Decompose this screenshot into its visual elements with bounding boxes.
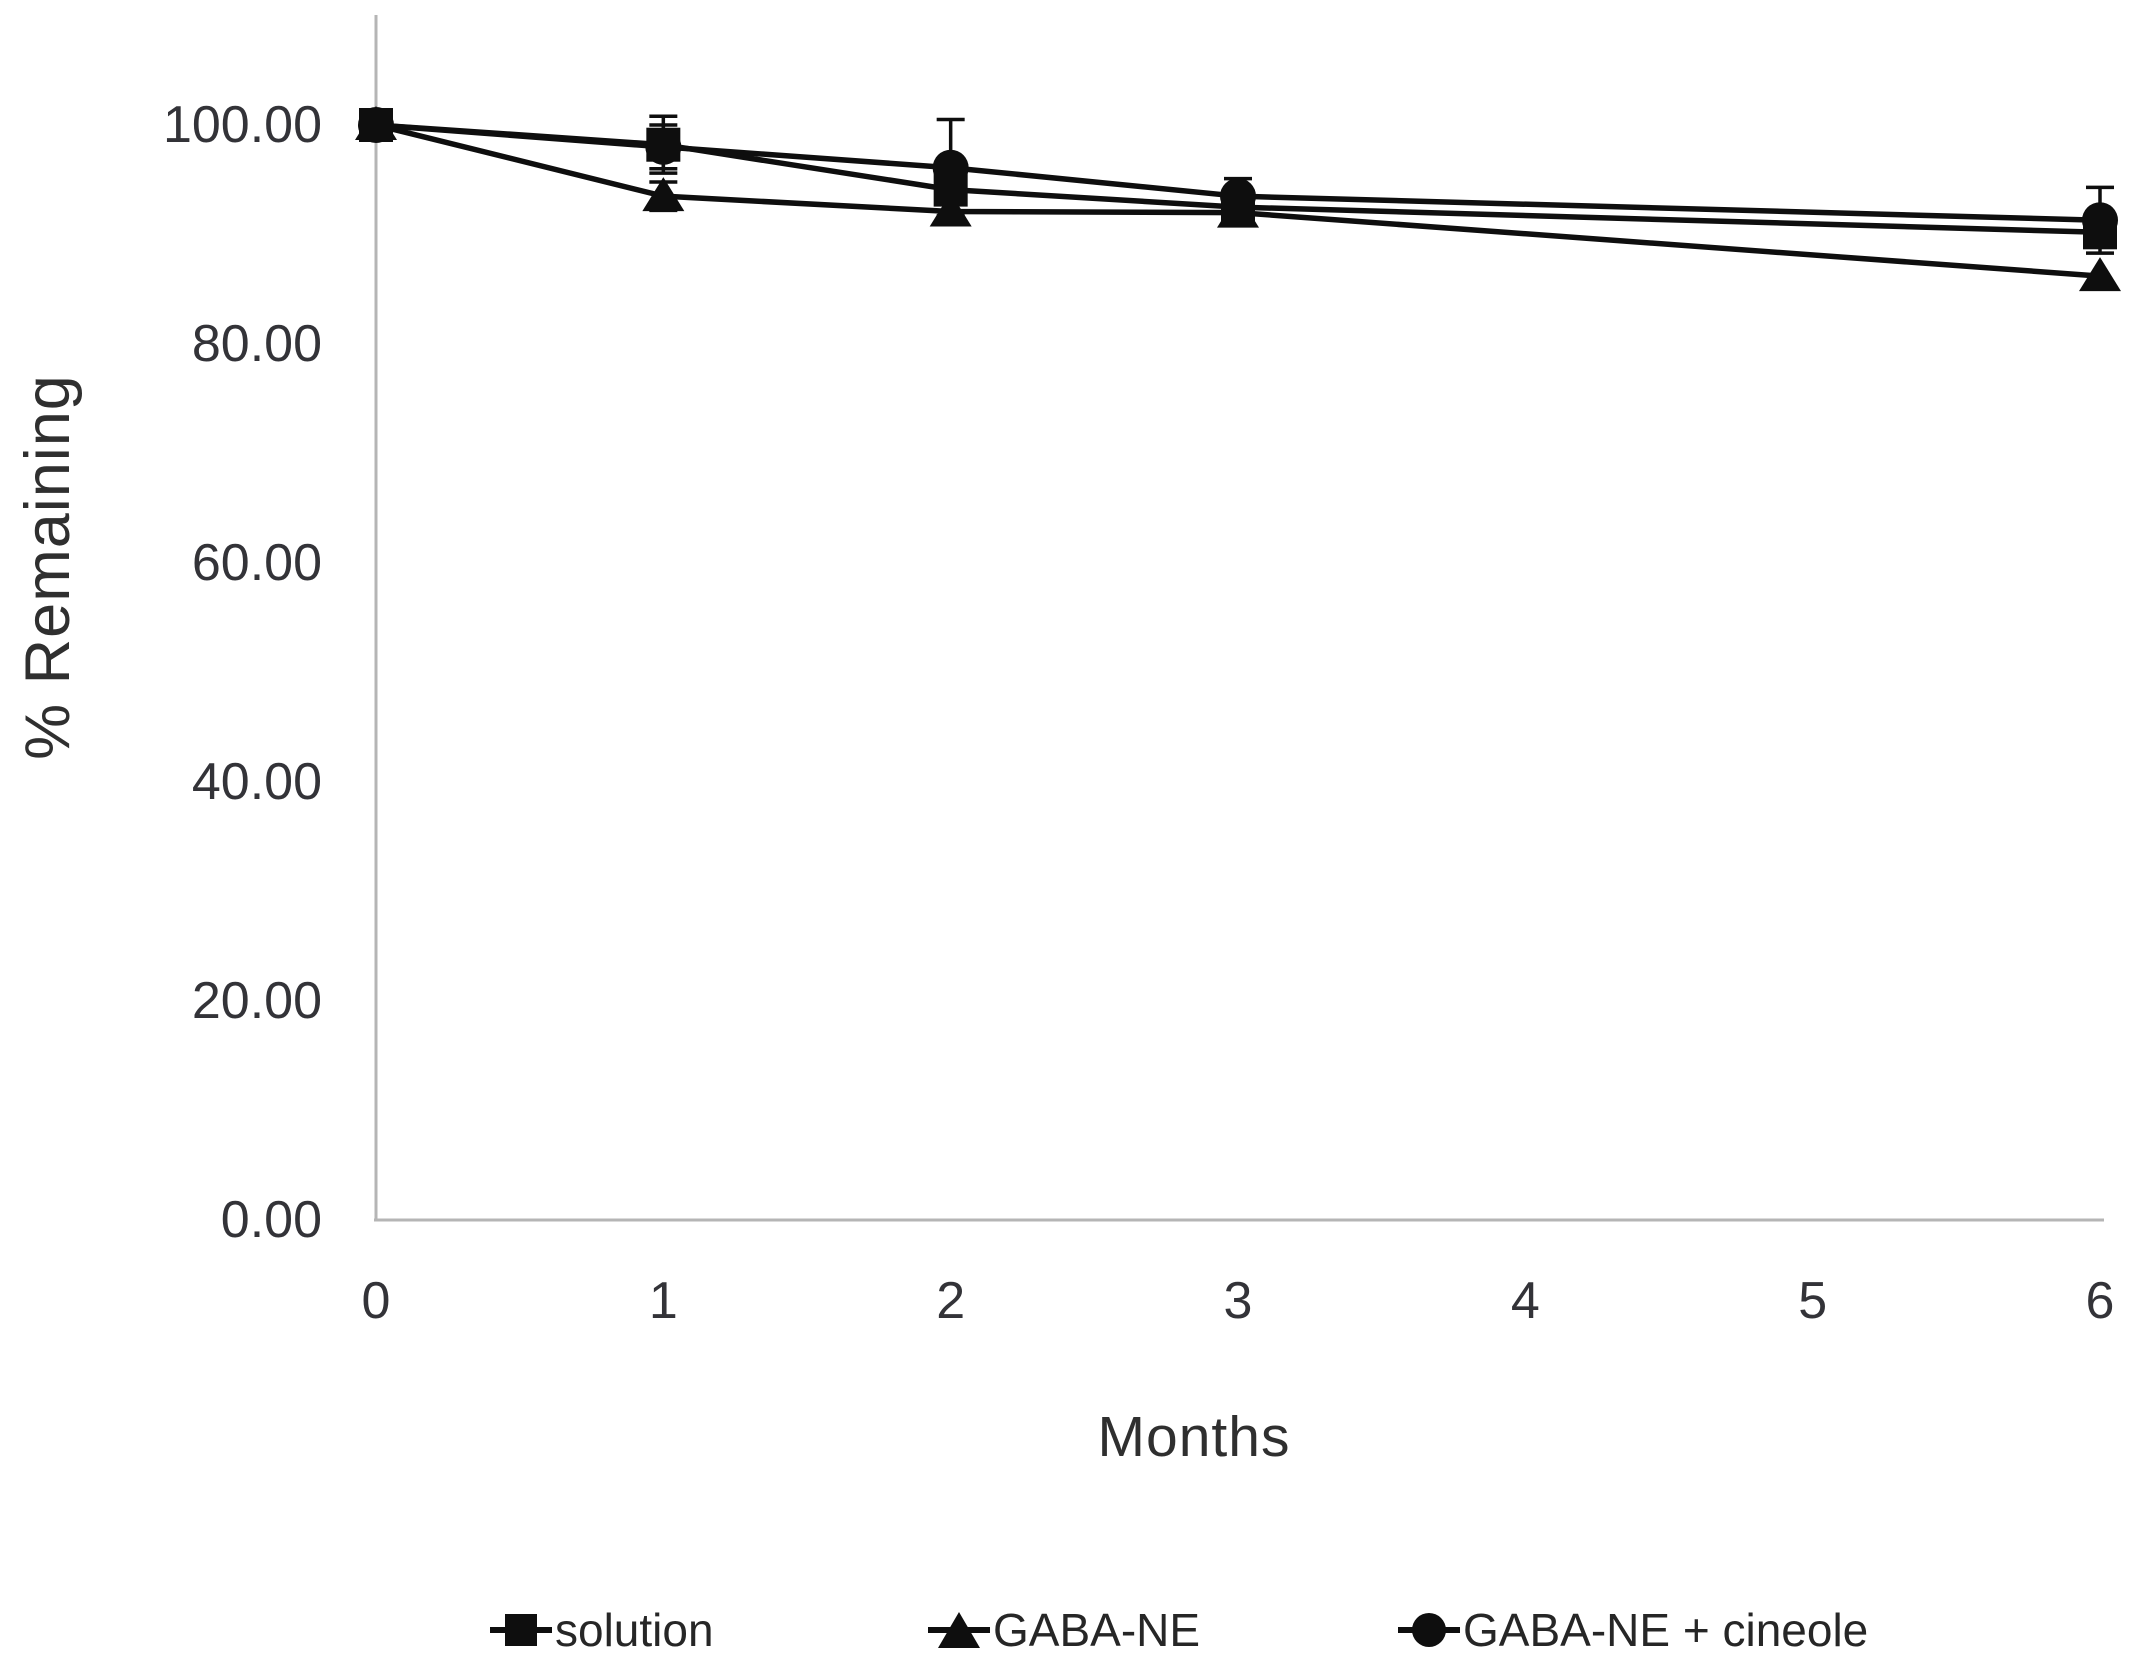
- square-data-marker: [2083, 215, 2117, 250]
- square-data-marker: [359, 108, 393, 142]
- x-tick-label: 1: [649, 1272, 678, 1330]
- x-tick-label: 3: [1224, 1272, 1253, 1330]
- square-data-marker: [933, 172, 968, 207]
- x-tick-label: 2: [936, 1272, 965, 1330]
- triangle-data-marker: [642, 177, 685, 212]
- legend-label-gaba-ne: GABA-NE: [993, 1604, 1201, 1656]
- x-tick-label: 4: [1511, 1272, 1540, 1330]
- triangle-data-marker: [929, 192, 972, 227]
- legend-item-gaba-ne-cineole: GABA-NE + cineole: [1398, 1598, 1868, 1662]
- series-solution: [359, 108, 2117, 250]
- y-tick-label: 100.00: [163, 96, 322, 154]
- legend-label-gaba-ne-cineole: GABA-NE + cineole: [1463, 1604, 1869, 1656]
- y-tick-label: 0.00: [221, 1191, 322, 1249]
- legend-item-solution: solution: [490, 1598, 714, 1662]
- triangle-marker-icon: [928, 1612, 990, 1648]
- x-tick-label: 6: [2086, 1272, 2115, 1330]
- y-axis-title: % Remaining: [13, 374, 83, 760]
- square-data-marker: [1221, 190, 1255, 225]
- legend-item-gaba-ne: GABA-NE: [928, 1598, 1200, 1662]
- x-tick-label: 5: [1798, 1272, 1827, 1330]
- y-tick-label: 60.00: [192, 534, 322, 592]
- y-tick-label: 80.00: [192, 315, 322, 373]
- x-axis-title: Months: [1097, 1405, 1291, 1469]
- series-gaba-ne-cineole: [358, 107, 2118, 255]
- square-data-marker: [646, 127, 681, 162]
- y-tick-label: 40.00: [192, 753, 322, 811]
- y-tick-label: 20.00: [192, 972, 322, 1030]
- legend-label-solution: solution: [555, 1604, 714, 1656]
- square-marker-icon: [490, 1614, 552, 1646]
- circle-marker-icon: [1398, 1613, 1460, 1647]
- x-tick-label: 0: [362, 1272, 391, 1330]
- triangle-data-marker: [2079, 257, 2121, 292]
